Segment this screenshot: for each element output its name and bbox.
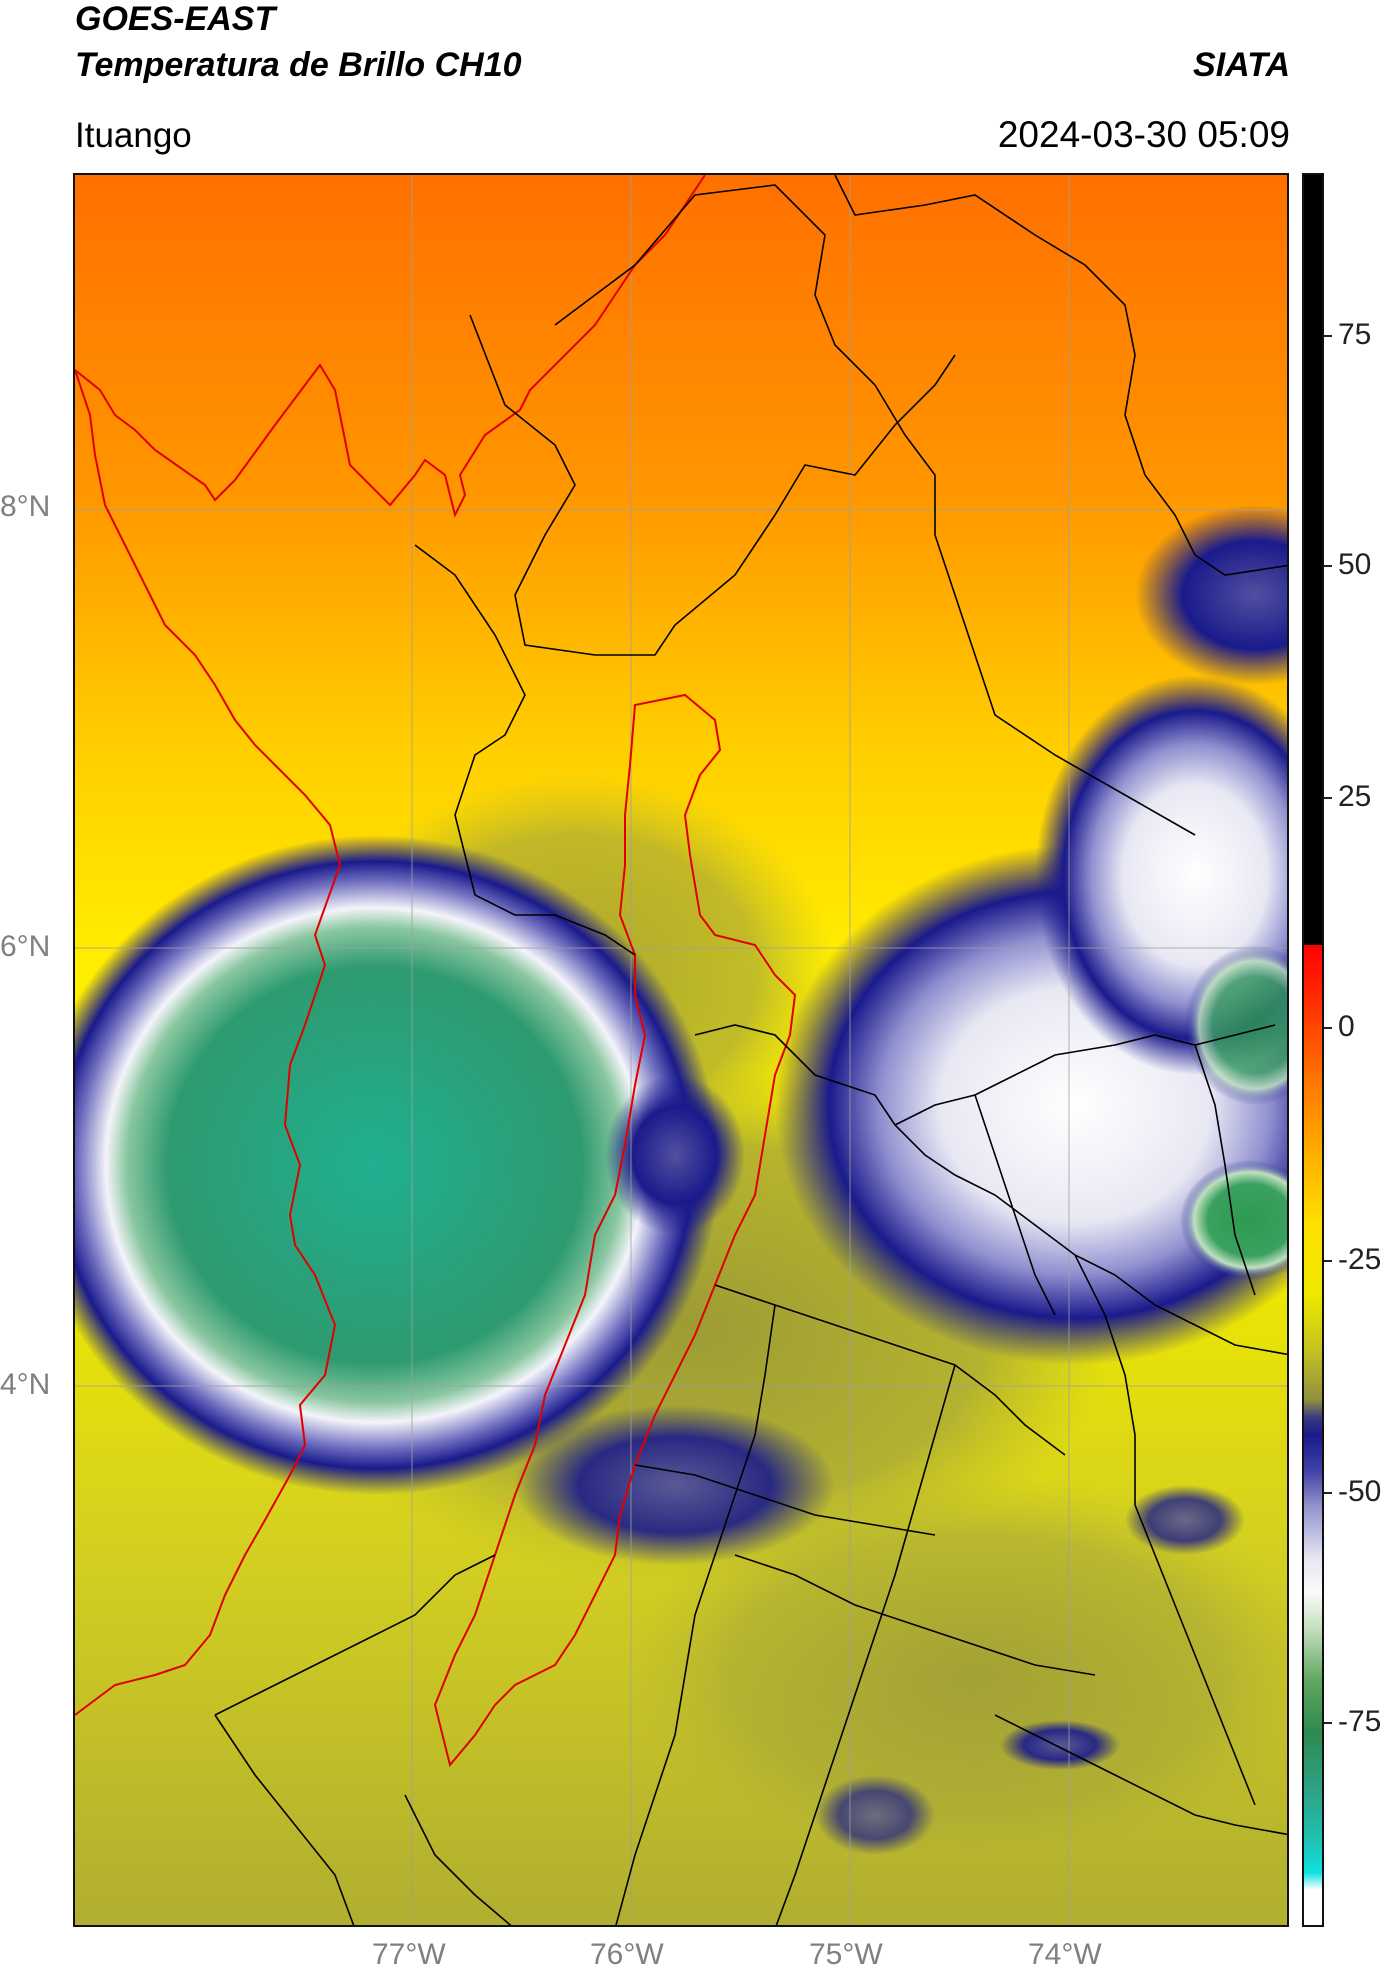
admin-border	[634, 1464, 936, 1536]
cloud-patch	[815, 1775, 935, 1855]
colorbar-tick	[1324, 1260, 1332, 1262]
lat-tick-label: 6°N	[0, 930, 51, 963]
title-line-1: GOES-EAST	[75, 0, 276, 38]
admin-border	[554, 184, 1196, 836]
organization-label: SIATA	[1193, 46, 1290, 84]
admin-border	[1074, 1254, 1136, 1505]
cloud-patch	[1125, 1485, 1245, 1555]
lon-tick-label: 75°W	[809, 1938, 883, 1971]
map-canvas	[75, 175, 1287, 1925]
colorbar-tick	[1324, 1492, 1332, 1494]
admin-border	[404, 1794, 512, 1925]
cloud-patch	[1000, 1720, 1120, 1770]
colorbar-tick-label: 25	[1338, 780, 1372, 813]
admin-border	[694, 1024, 1287, 1356]
colorbar-tick-label: 50	[1338, 548, 1372, 581]
olive-field	[625, 1475, 1287, 1875]
admin-border	[214, 1554, 496, 1716]
storm-cell-west	[75, 835, 720, 1495]
lat-tick-label: 8°N	[0, 490, 51, 523]
colorbar-tick-label: -25	[1338, 1243, 1382, 1276]
admin-border	[834, 175, 1287, 576]
lon-tick-label: 74°W	[1028, 1938, 1102, 1971]
admin-border	[469, 314, 956, 656]
admin-border	[734, 1554, 1096, 1676]
cloud-patch	[515, 1405, 835, 1565]
colorbar-tick-label: -50	[1338, 1475, 1382, 1508]
lat-tick-label: 4°N	[0, 1368, 51, 1401]
lon-tick-label: 77°W	[372, 1938, 446, 1971]
admin-border	[1194, 1044, 1256, 1296]
admin-border	[894, 1024, 1276, 1126]
colorbar-tick-label: 0	[1338, 1010, 1355, 1043]
colorbar-tick-label: 75	[1338, 318, 1372, 351]
admin-border	[615, 1304, 776, 1925]
colorbar-tick-label: -75	[1338, 1705, 1382, 1738]
coastline	[75, 175, 706, 1716]
colorbar-tick	[1324, 797, 1332, 799]
datetime-label: 2024-03-30 05:09	[997, 114, 1290, 155]
colorbar-tick	[1324, 335, 1332, 337]
admin-border	[775, 1364, 956, 1925]
cloud-patch	[605, 1075, 745, 1235]
colorbar	[1302, 173, 1324, 1927]
cloud-patch	[1135, 505, 1287, 685]
admin-border	[994, 1714, 1287, 1836]
place-label: Ituango	[75, 116, 192, 155]
lon-tick-label: 76°W	[590, 1938, 664, 1971]
colorbar-tick	[1324, 1722, 1332, 1724]
admin-borders	[214, 175, 1287, 1925]
admin-border	[414, 544, 636, 956]
admin-border	[974, 1094, 1056, 1316]
admin-border	[1134, 1504, 1256, 1806]
admin-border	[214, 1714, 355, 1925]
colorbar-tick	[1324, 1027, 1332, 1029]
title-line-2: Temperatura de Brillo CH10	[75, 46, 522, 84]
cold-top-east	[1185, 945, 1287, 1105]
admin-border	[714, 1284, 1066, 1456]
satellite-map[interactable]	[73, 173, 1289, 1927]
colorbar-tick	[1324, 565, 1332, 567]
department-boundary	[433, 693, 797, 1768]
